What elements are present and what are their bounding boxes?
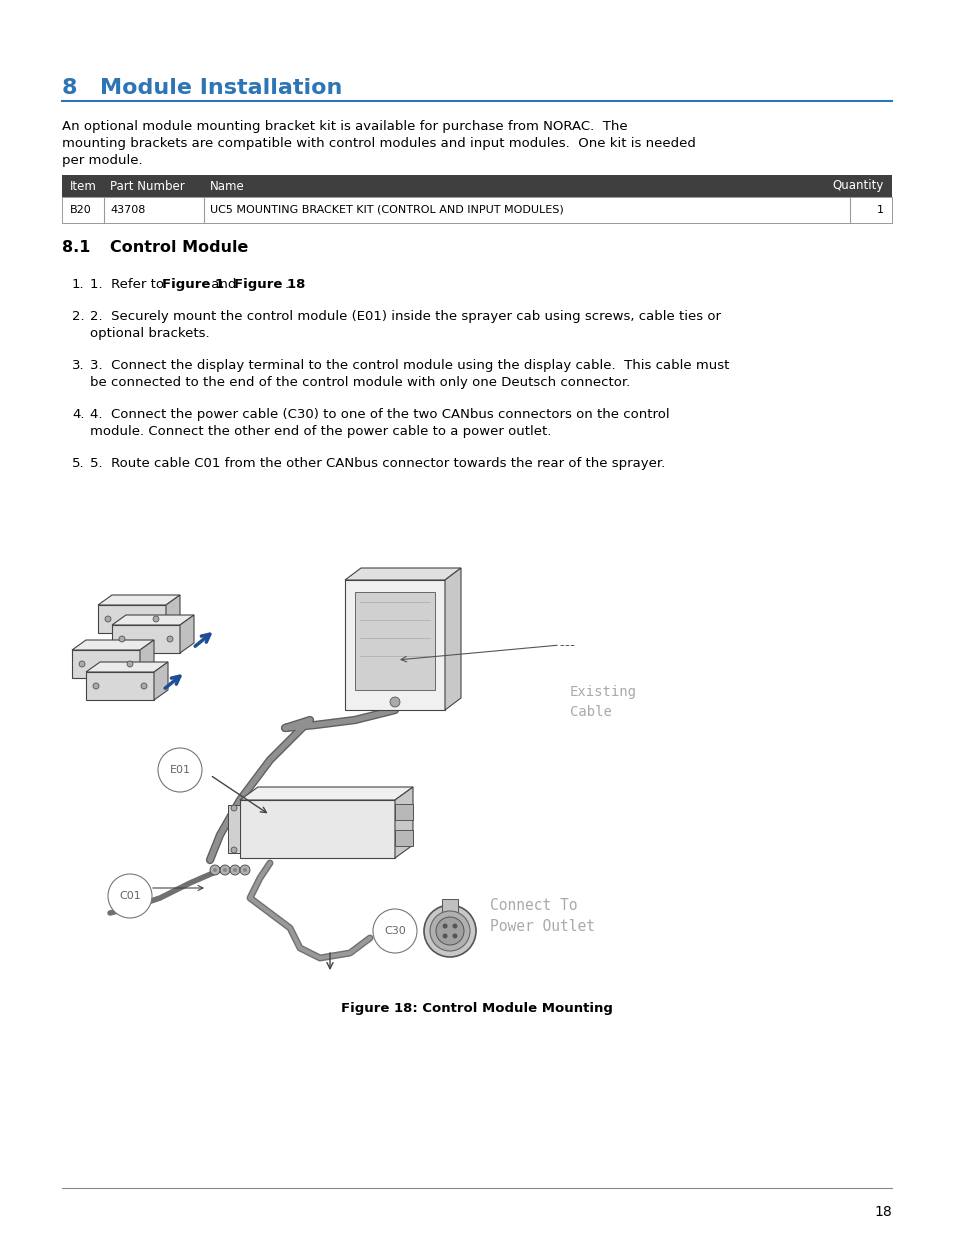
Circle shape bbox=[430, 911, 470, 951]
Circle shape bbox=[230, 864, 240, 876]
Polygon shape bbox=[98, 605, 166, 634]
Bar bbox=[395, 804, 413, 820]
Polygon shape bbox=[345, 568, 460, 580]
Circle shape bbox=[231, 847, 236, 853]
Text: Part Number: Part Number bbox=[110, 179, 185, 193]
Text: optional brackets.: optional brackets. bbox=[90, 327, 210, 340]
Polygon shape bbox=[153, 662, 168, 700]
Bar bbox=[441, 899, 457, 918]
Polygon shape bbox=[86, 672, 153, 700]
Circle shape bbox=[390, 697, 399, 706]
Circle shape bbox=[452, 934, 457, 939]
Text: 43708: 43708 bbox=[110, 205, 145, 215]
Text: Module Installation: Module Installation bbox=[100, 78, 342, 98]
Circle shape bbox=[233, 868, 236, 872]
Polygon shape bbox=[140, 640, 153, 678]
Polygon shape bbox=[180, 615, 193, 653]
Circle shape bbox=[442, 924, 447, 929]
Circle shape bbox=[108, 874, 152, 918]
Polygon shape bbox=[345, 580, 444, 710]
Circle shape bbox=[243, 868, 247, 872]
Text: be connected to the end of the control module with only one Deutsch connector.: be connected to the end of the control m… bbox=[90, 375, 630, 389]
Text: Control Module: Control Module bbox=[110, 240, 248, 254]
Polygon shape bbox=[98, 595, 180, 605]
Circle shape bbox=[141, 683, 147, 689]
Text: and: and bbox=[207, 278, 240, 291]
Text: Name: Name bbox=[210, 179, 245, 193]
Circle shape bbox=[158, 748, 202, 792]
Text: 1: 1 bbox=[876, 205, 883, 215]
Text: 18: 18 bbox=[873, 1205, 891, 1219]
Polygon shape bbox=[71, 640, 153, 650]
Circle shape bbox=[436, 918, 463, 945]
Circle shape bbox=[231, 805, 236, 811]
Text: Connect To
Power Outlet: Connect To Power Outlet bbox=[490, 898, 595, 934]
Circle shape bbox=[105, 616, 111, 622]
Circle shape bbox=[127, 661, 132, 667]
Polygon shape bbox=[112, 615, 193, 625]
Circle shape bbox=[79, 661, 85, 667]
Text: 2.  Securely mount the control module (E01) inside the sprayer cab using screws,: 2. Securely mount the control module (E0… bbox=[90, 310, 720, 324]
Text: Quantity: Quantity bbox=[832, 179, 883, 193]
Polygon shape bbox=[228, 805, 240, 853]
Bar bbox=[62, 175, 891, 198]
Text: .: . bbox=[284, 278, 288, 291]
Text: B20: B20 bbox=[70, 205, 91, 215]
Text: An optional module mounting bracket kit is available for purchase from NORAC.  T: An optional module mounting bracket kit … bbox=[62, 120, 627, 133]
Text: Item: Item bbox=[70, 179, 97, 193]
Text: 2.: 2. bbox=[71, 310, 85, 324]
Polygon shape bbox=[444, 568, 460, 710]
Circle shape bbox=[167, 636, 172, 642]
Text: 1.  Refer to: 1. Refer to bbox=[90, 278, 168, 291]
Circle shape bbox=[119, 636, 125, 642]
Polygon shape bbox=[395, 787, 413, 858]
Text: Existing
Cable: Existing Cable bbox=[569, 685, 637, 719]
Circle shape bbox=[213, 868, 216, 872]
Circle shape bbox=[423, 905, 476, 957]
Text: 4.: 4. bbox=[71, 408, 85, 421]
Polygon shape bbox=[166, 595, 180, 634]
Polygon shape bbox=[240, 787, 413, 800]
Text: Figure 18: Figure 18 bbox=[234, 278, 305, 291]
Text: 8.1: 8.1 bbox=[62, 240, 91, 254]
Polygon shape bbox=[86, 662, 168, 672]
Circle shape bbox=[152, 616, 159, 622]
Text: 3.  Connect the display terminal to the control module using the display cable. : 3. Connect the display terminal to the c… bbox=[90, 359, 729, 372]
Polygon shape bbox=[240, 800, 395, 858]
Bar bbox=[395, 830, 413, 846]
Text: C30: C30 bbox=[384, 926, 405, 936]
Polygon shape bbox=[355, 592, 435, 690]
Circle shape bbox=[452, 924, 457, 929]
Text: E01: E01 bbox=[170, 764, 191, 776]
Text: 1.: 1. bbox=[71, 278, 85, 291]
Text: per module.: per module. bbox=[62, 154, 143, 167]
Text: C01: C01 bbox=[119, 890, 141, 902]
Circle shape bbox=[220, 864, 230, 876]
Text: UC5 MOUNTING BRACKET KIT (CONTROL AND INPUT MODULES): UC5 MOUNTING BRACKET KIT (CONTROL AND IN… bbox=[210, 205, 563, 215]
Text: mounting brackets are compatible with control modules and input modules.  One ki: mounting brackets are compatible with co… bbox=[62, 137, 695, 149]
Text: 3.: 3. bbox=[71, 359, 85, 372]
Text: 8: 8 bbox=[62, 78, 77, 98]
Circle shape bbox=[223, 868, 227, 872]
Bar bbox=[62, 198, 891, 224]
Text: Figure 1: Figure 1 bbox=[162, 278, 224, 291]
Text: 5.  Route cable C01 from the other CANbus connector towards the rear of the spra: 5. Route cable C01 from the other CANbus… bbox=[90, 457, 664, 471]
Text: Figure 18: Control Module Mounting: Figure 18: Control Module Mounting bbox=[341, 1002, 612, 1015]
Circle shape bbox=[442, 934, 447, 939]
Circle shape bbox=[373, 909, 416, 953]
Text: 5.: 5. bbox=[71, 457, 85, 471]
Circle shape bbox=[210, 864, 220, 876]
Polygon shape bbox=[71, 650, 140, 678]
Text: 4.  Connect the power cable (C30) to one of the two CANbus connectors on the con: 4. Connect the power cable (C30) to one … bbox=[90, 408, 669, 421]
Text: module. Connect the other end of the power cable to a power outlet.: module. Connect the other end of the pow… bbox=[90, 425, 551, 438]
Circle shape bbox=[240, 864, 250, 876]
Polygon shape bbox=[112, 625, 180, 653]
Circle shape bbox=[92, 683, 99, 689]
